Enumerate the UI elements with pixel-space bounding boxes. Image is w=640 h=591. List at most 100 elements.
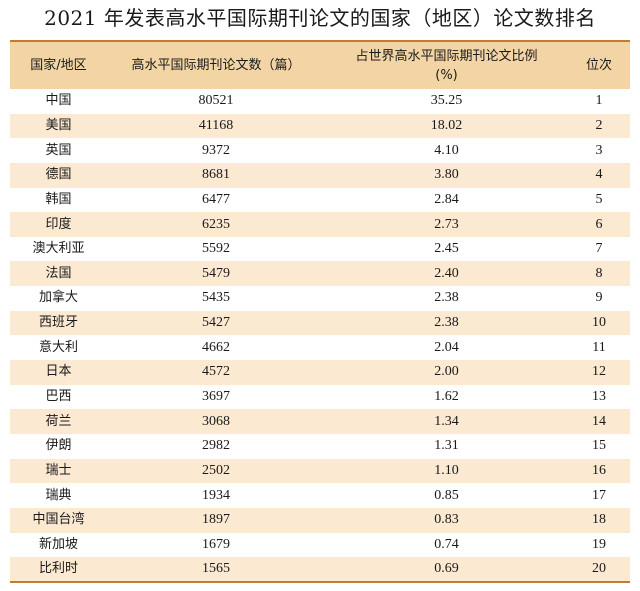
cell-country: 西班牙 (38, 315, 78, 331)
header-papers: 高水平国际期刊论文数（篇） (131, 58, 301, 73)
cell-papers: 2982 (202, 438, 230, 454)
cell-share: 35.25 (430, 93, 463, 109)
cell-country: 比利时 (38, 560, 78, 576)
cell-rank: 6 (595, 216, 603, 232)
cell-rank: 1 (595, 93, 603, 109)
table-row: 新加坡 1679 0.74 19 (10, 532, 630, 558)
cell-papers: 2502 (202, 462, 230, 478)
table-row: 法国 5479 2.40 8 (10, 261, 630, 287)
cell-rank: 16 (592, 462, 606, 478)
table-header-row: 国家/地区 高水平国际期刊论文数（篇） 占世界高水平国际期刊论文比例 (%) 位… (10, 41, 630, 89)
table-row: 巴西 3697 1.62 13 (10, 384, 630, 410)
table-row: 印度 6235 2.73 6 (10, 212, 630, 237)
cell-rank: 10 (592, 315, 606, 331)
table-row: 德国 8681 3.80 4 (10, 162, 630, 188)
cell-papers: 1934 (202, 487, 230, 503)
cell-country: 新加坡 (38, 536, 78, 552)
cell-rank: 17 (592, 487, 606, 503)
cell-papers: 41168 (198, 117, 234, 133)
cell-papers: 80521 (198, 93, 234, 109)
cell-rank: 19 (592, 536, 606, 552)
cell-rank: 12 (592, 364, 606, 380)
cell-country: 瑞士 (45, 462, 72, 478)
cell-share: 2.73 (434, 216, 459, 232)
cell-rank: 14 (592, 413, 606, 429)
header-share-line2: (%) (435, 67, 458, 83)
cell-rank: 2 (595, 117, 603, 133)
cell-share: 2.00 (434, 364, 459, 380)
cell-papers: 4572 (202, 364, 230, 380)
cell-rank: 11 (592, 339, 606, 355)
cell-country: 德国 (45, 167, 72, 183)
cell-papers: 3068 (202, 413, 230, 429)
table-body: 中国 80521 35.25 1 美国 41168 18.02 2 英国 9372 4.10 3 德国 8… (10, 89, 630, 582)
table-row: 荷兰 3068 1.34 14 (10, 409, 630, 434)
cell-country: 加拿大 (38, 290, 78, 306)
cell-share: 2.38 (434, 315, 459, 331)
cell-rank: 7 (595, 241, 603, 257)
table-row: 美国 41168 18.02 2 (10, 113, 630, 139)
table-row: 英国 9372 4.10 3 (10, 138, 630, 163)
cell-rank: 5 (595, 191, 603, 207)
cell-share: 2.40 (434, 265, 459, 281)
table-row: 瑞士 2502 1.10 16 (10, 458, 630, 484)
cell-share: 2.38 (434, 290, 459, 306)
page-title: 2021 年发表高水平国际期刊论文的国家（地区）论文数排名 (44, 6, 596, 30)
table-row: 中国 80521 35.25 1 (10, 89, 630, 114)
cell-papers: 6477 (202, 191, 230, 207)
cell-papers: 5592 (202, 241, 230, 257)
cell-papers: 1679 (202, 536, 230, 552)
cell-country: 英国 (45, 142, 72, 158)
cell-country: 伊朗 (45, 438, 72, 454)
table-row: 比利时 1565 0.69 20 (10, 557, 630, 582)
cell-rank: 13 (592, 389, 606, 404)
cell-rank: 4 (595, 167, 603, 183)
cell-country: 韩国 (45, 191, 72, 207)
cell-papers: 4662 (202, 339, 230, 355)
cell-papers: 1565 (202, 560, 230, 576)
cell-rank: 8 (595, 265, 603, 281)
cell-rank: 15 (592, 438, 606, 454)
table-row: 瑞典 1934 0.85 17 (10, 483, 630, 508)
cell-country: 中国 (45, 93, 72, 109)
cell-share: 2.84 (434, 191, 459, 207)
cell-share: 1.62 (434, 389, 459, 404)
cell-country: 巴西 (45, 389, 72, 404)
cell-papers: 5435 (202, 290, 230, 306)
header-share: 占世界高水平国际期刊论文比例 (%) (325, 41, 568, 89)
cell-share: 0.85 (434, 487, 459, 503)
table-row: 伊朗 2982 1.31 15 (10, 433, 630, 459)
ranking-table: 国家/地区 高水平国际期刊论文数（篇） 占世界高水平国际期刊论文比例 (%) 位… (10, 40, 630, 583)
cell-share: 4.10 (434, 142, 459, 158)
cell-country: 法国 (45, 265, 72, 281)
table-row: 西班牙 5427 2.38 10 (10, 310, 630, 336)
table-row: 日本 4572 2.00 12 (10, 360, 630, 385)
cell-rank: 3 (595, 142, 603, 158)
header-share-line1: 占世界高水平国际期刊论文比例 (355, 48, 538, 64)
table-row: 韩国 6477 2.84 5 (10, 187, 630, 213)
header-rank: 位次 (585, 58, 612, 73)
cell-country: 美国 (45, 117, 72, 133)
table-row: 意大利 4662 2.04 11 (10, 335, 630, 361)
header-country: 国家/地区 (30, 58, 87, 73)
cell-share: 1.10 (434, 462, 459, 478)
cell-country: 中国台湾 (32, 512, 85, 528)
cell-papers: 8681 (202, 167, 230, 183)
cell-share: 0.74 (434, 536, 459, 552)
cell-share: 18.02 (430, 117, 463, 133)
cell-papers: 5427 (202, 315, 230, 331)
cell-country: 意大利 (38, 339, 78, 355)
cell-country: 荷兰 (45, 413, 72, 429)
cell-rank: 9 (595, 290, 603, 306)
cell-country: 瑞典 (45, 487, 72, 503)
cell-papers: 5479 (202, 265, 230, 281)
cell-country: 澳大利亚 (32, 241, 85, 257)
cell-share: 2.04 (434, 339, 459, 355)
table-row: 加拿大 5435 2.38 9 (10, 286, 630, 311)
cell-papers: 9372 (202, 142, 230, 158)
cell-papers: 6235 (202, 216, 230, 232)
cell-country: 印度 (45, 216, 72, 232)
cell-country: 日本 (45, 364, 72, 380)
cell-share: 0.83 (434, 512, 459, 528)
cell-rank: 18 (592, 512, 606, 528)
